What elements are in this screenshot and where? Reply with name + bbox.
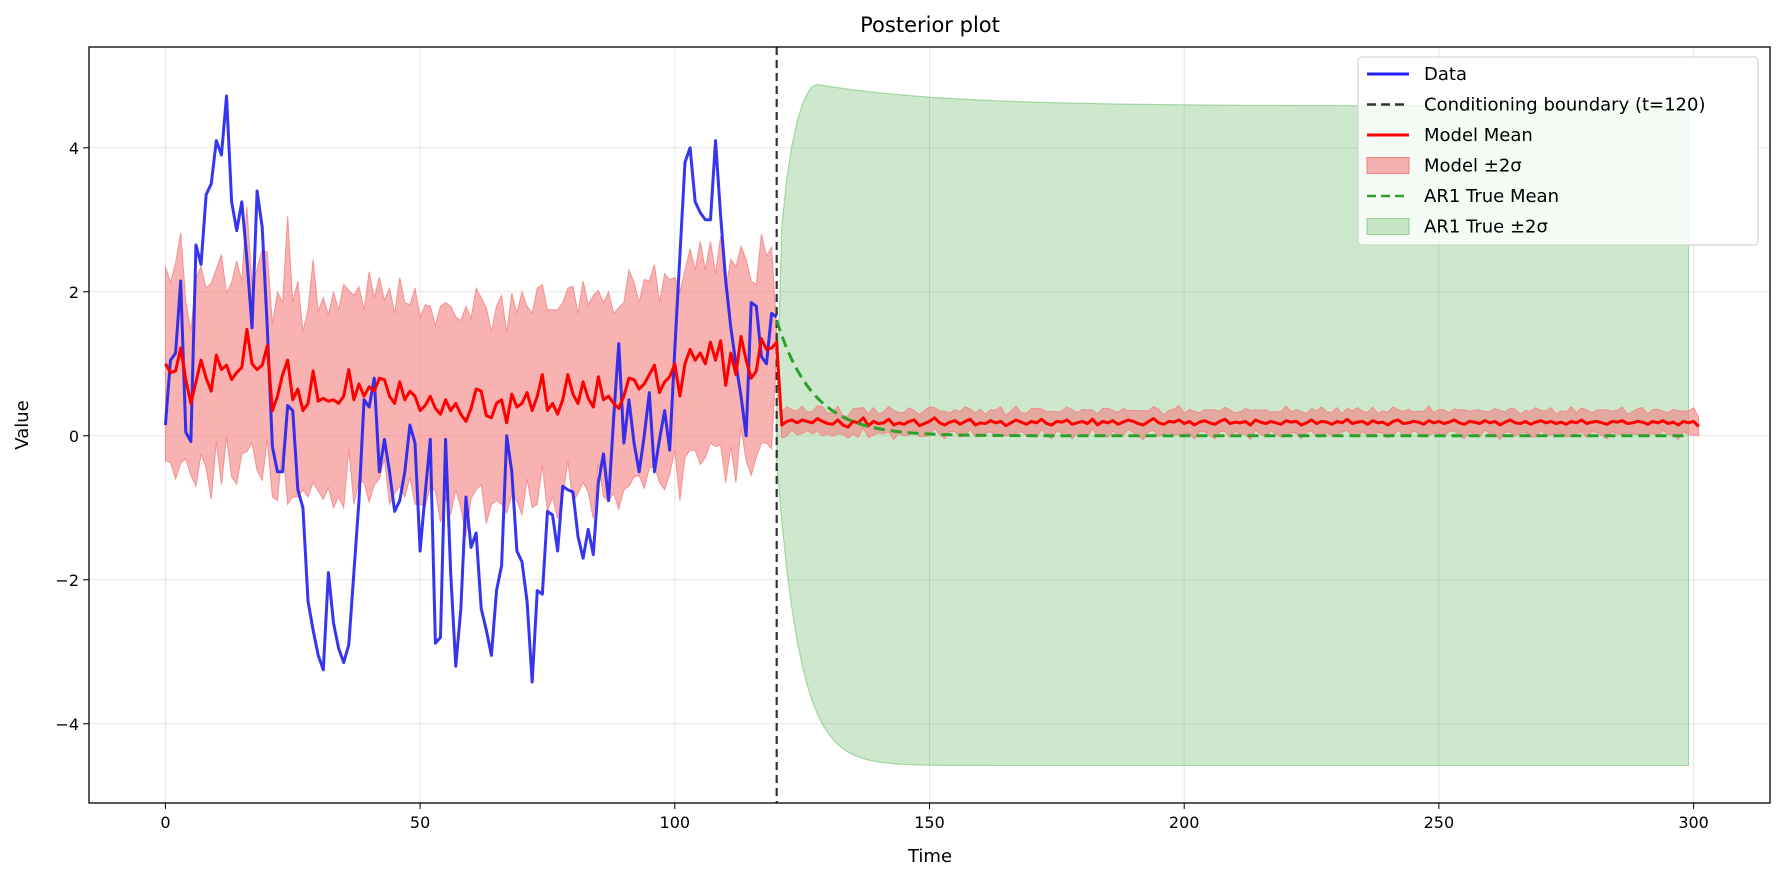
legend-item: AR1 True ±2σ bbox=[1366, 217, 1548, 238]
x-tick-label: 50 bbox=[410, 813, 430, 832]
model-mean-line bbox=[164, 327, 1700, 429]
legend-label: Data bbox=[1424, 64, 1467, 85]
x-tick-label: 250 bbox=[1424, 813, 1455, 832]
legend-swatch bbox=[1366, 157, 1410, 174]
ar1-mean-line bbox=[775, 320, 1689, 438]
x-tick-label: 300 bbox=[1678, 813, 1709, 832]
legend-label: Conditioning boundary (t=120) bbox=[1424, 95, 1705, 116]
line-layer bbox=[163, 47, 1700, 803]
chart-title: Posterior plot bbox=[860, 13, 1000, 37]
x-tick-label: 100 bbox=[660, 813, 691, 832]
band-layer bbox=[164, 83, 1700, 767]
y-tick-label: −2 bbox=[55, 571, 79, 590]
x-tick-label: 200 bbox=[1169, 813, 1200, 832]
x-tick-label: 150 bbox=[914, 813, 945, 832]
legend-swatch bbox=[1366, 218, 1410, 235]
legend-box bbox=[1357, 56, 1759, 246]
data-line bbox=[163, 94, 778, 684]
y-tick-label: 0 bbox=[69, 427, 79, 446]
legend-item: Model ±2σ bbox=[1366, 156, 1522, 177]
legend-item: AR1 True Mean bbox=[1367, 186, 1559, 207]
legend-item: Data bbox=[1367, 64, 1467, 85]
legend-label: Model ±2σ bbox=[1424, 156, 1522, 177]
y-tick-label: 4 bbox=[69, 139, 79, 158]
legend-label: AR1 True ±2σ bbox=[1424, 217, 1548, 238]
x-tick-label: 0 bbox=[160, 813, 170, 832]
x-axis-ticks: 0 50 100 150 200 250 300 bbox=[160, 803, 1709, 832]
y-axis-label: Value bbox=[12, 400, 33, 449]
y-axis-ticks: −4 −2 0 2 4 bbox=[55, 139, 89, 734]
legend: Data Conditioning boundary (t=120) Model M… bbox=[1357, 56, 1759, 246]
x-axis-label: Time bbox=[907, 846, 952, 867]
legend-item: Model Mean bbox=[1367, 125, 1533, 146]
y-tick-label: −4 bbox=[55, 715, 79, 734]
legend-label: Model Mean bbox=[1424, 125, 1533, 146]
y-tick-label: 2 bbox=[69, 283, 79, 302]
legend-item: Conditioning boundary (t=120) bbox=[1367, 95, 1705, 116]
legend-label: AR1 True Mean bbox=[1424, 186, 1559, 207]
